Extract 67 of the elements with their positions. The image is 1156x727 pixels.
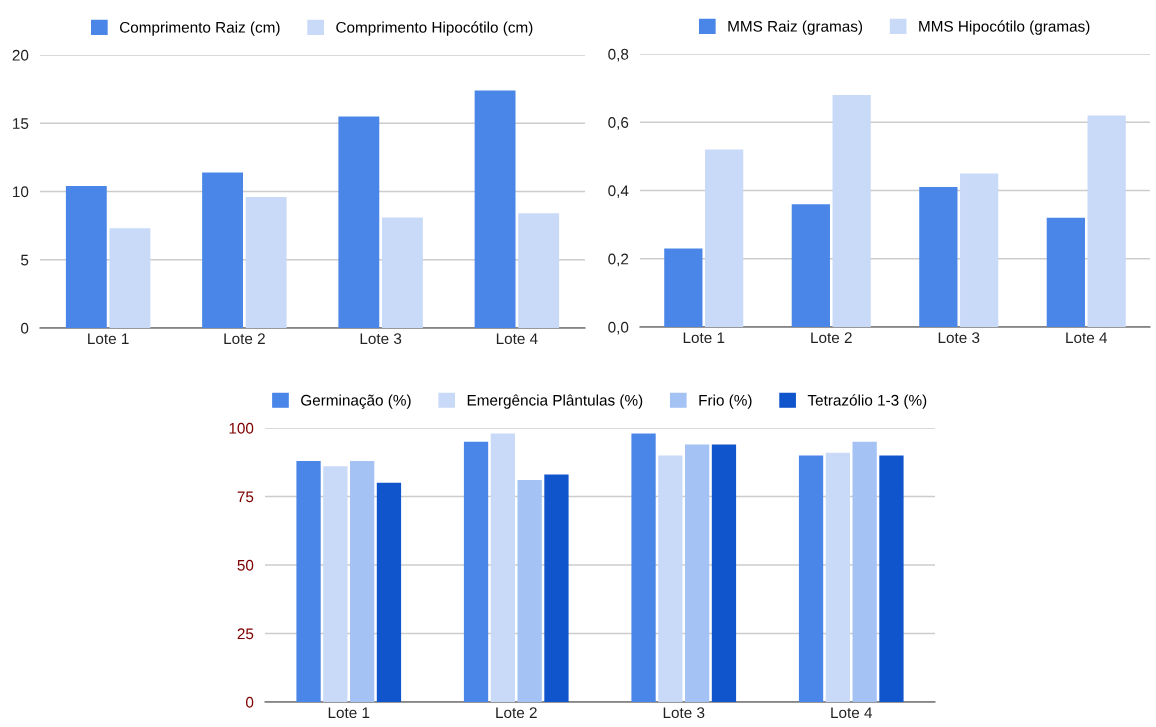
y-tick-label: 5 [21,254,29,266]
bar [109,228,151,328]
y-tick-label: 0 [20,322,29,334]
legend-label: Emergência Plântulas (%) [467,394,643,409]
x-tick-label: Lote 4 [496,333,538,345]
x-tick-label: Lote 4 [831,707,873,719]
bar [879,455,904,702]
bar [631,433,656,702]
bar [798,455,824,702]
legend-label: Germinação (%) [301,394,411,409]
bar [1087,115,1126,327]
bar [245,196,287,328]
y-tick-label: 10 [13,186,29,198]
y-tick-label: 20 [12,49,29,61]
y-tick-label: 0 [245,696,254,708]
x-tick-label: Lote 1 [683,332,725,344]
x-tick-label: Lote 3 [360,333,402,345]
bar [685,444,710,702]
bar [705,149,744,327]
bar [350,460,375,702]
x-tick-label: Lote 1 [88,333,129,345]
y-tick-label: 0,2 [608,253,629,267]
x-tick-label: Lote 3 [938,332,980,344]
bar [791,204,830,327]
legend-label: MMS Raiz (gramas) [728,20,863,35]
x-tick-label: Lote 1 [328,707,370,719]
bar [338,116,380,328]
x-tick-label: Lote 3 [663,707,705,719]
bar [463,441,489,702]
bar [832,94,871,327]
y-tick-label: 0,0 [608,321,629,335]
bar [544,474,569,702]
x-tick-label: Lote 2 [224,333,265,345]
bar [664,248,703,327]
y-tick-label: 100 [229,422,254,434]
bar [825,452,850,702]
bar [1046,217,1085,327]
bar [517,480,542,702]
y-tick-label: 50 [237,559,254,571]
legend-label: Comprimento Hipocótilo (cm) [336,21,533,36]
bar [919,187,958,327]
bar [376,482,402,702]
x-tick-label: Lote 2 [811,332,852,344]
bar [960,173,999,327]
y-tick-label: 25 [237,628,254,640]
bar [474,90,516,328]
bar [711,444,737,702]
x-tick-label: Lote 2 [496,707,537,719]
bar [202,172,244,328]
y-tick-label: 75 [237,491,254,503]
legend-label: Tetrazólio 1-3 (%) [807,394,927,409]
bar [296,460,321,702]
bar [65,186,107,328]
legend-label: Comprimento Raiz (cm) [119,21,280,36]
bar [323,466,348,702]
bar [490,433,515,702]
bar [852,441,877,702]
y-tick-label: 0,8 [608,48,629,62]
y-tick-label: 0,4 [608,185,629,198]
legend-label: MMS Hipocótilo (gramas) [919,20,1090,35]
x-tick-label: Lote 4 [1066,332,1108,344]
bar [381,217,423,328]
y-tick-label: 0,6 [608,117,629,130]
bar [518,213,560,328]
bar [658,455,683,702]
y-tick-label: 15 [13,118,29,129]
legend-label: Frio (%) [699,394,752,409]
